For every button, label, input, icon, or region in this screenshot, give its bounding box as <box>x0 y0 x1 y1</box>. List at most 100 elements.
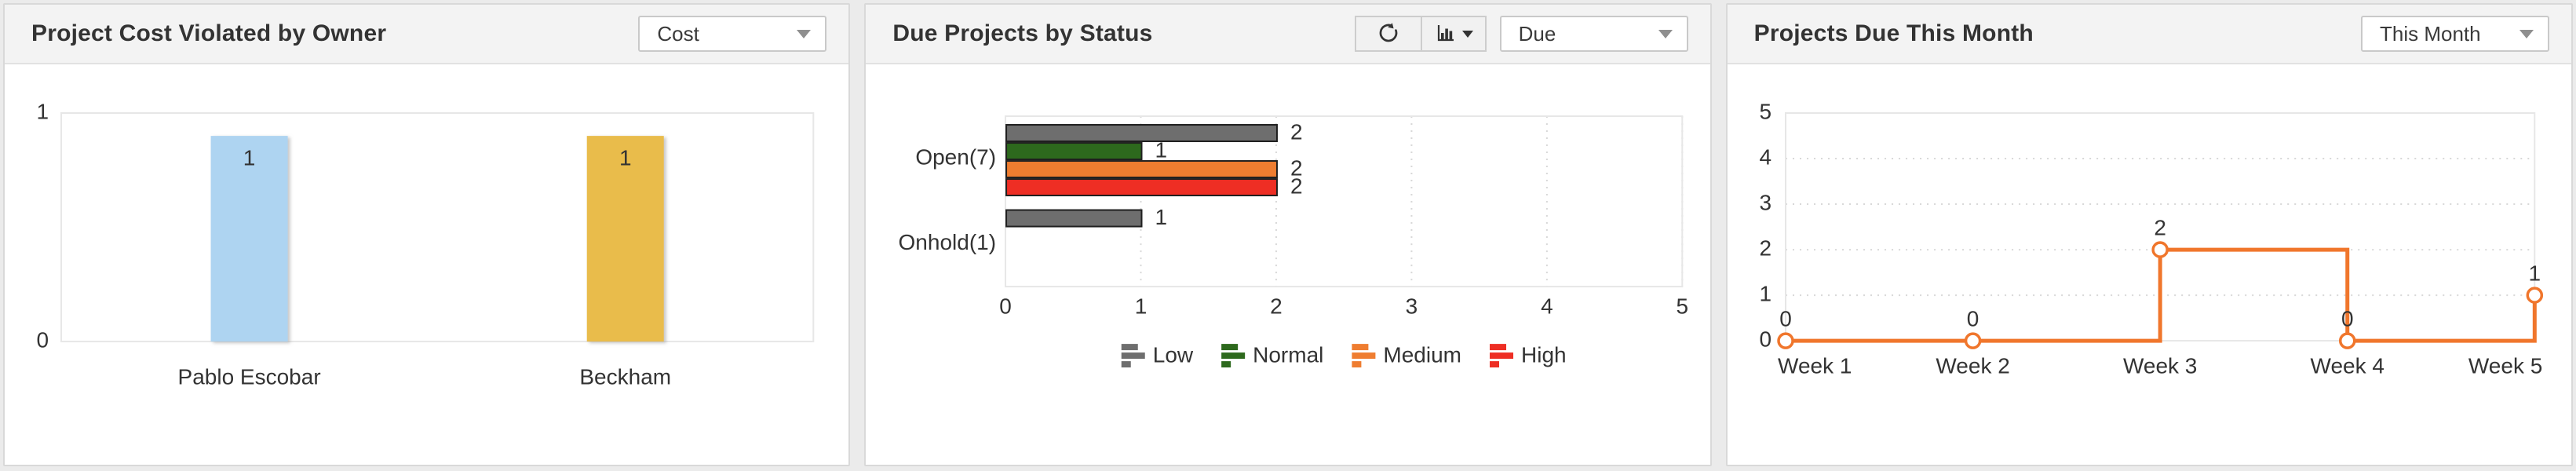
y-tick-label: 1 <box>36 99 49 123</box>
y-tick-label: 4 <box>1759 144 1771 169</box>
point-value-label: 0 <box>1779 306 1792 330</box>
plot-border <box>60 112 815 343</box>
bar-pablo-escobar[interactable] <box>210 136 288 342</box>
dropdown-selected-value: Cost <box>657 21 699 46</box>
x-tick-label: Week 2 <box>1936 353 2009 378</box>
legend-label: Medium <box>1384 342 1462 367</box>
bar-value-label: 2 <box>1290 119 1303 144</box>
chart-toolbar <box>1354 16 1487 52</box>
legend-item-medium[interactable]: Medium <box>1352 342 1462 368</box>
refresh-icon <box>1377 21 1400 47</box>
x-tick-label: 5 <box>1677 294 1689 318</box>
widget-controls: This Month <box>2360 16 2549 52</box>
widget-controls: Due <box>1354 16 1688 52</box>
bar-open7-high[interactable] <box>1005 178 1279 197</box>
legend-marker <box>1221 344 1239 351</box>
point-value-label: 2 <box>2154 215 2166 239</box>
widget-header: Project Cost Violated by Owner Cost <box>5 5 849 64</box>
chevron-down-icon <box>2519 29 2534 38</box>
y-tick-label: 0 <box>36 327 49 352</box>
legend-marker <box>1352 344 1369 351</box>
data-point-week-1[interactable] <box>1776 332 1794 349</box>
bar-chart-icon <box>1433 21 1457 47</box>
legend-marker <box>1490 352 1514 360</box>
legend-marker <box>1490 344 1507 351</box>
this-month-filter-dropdown[interactable]: This Month <box>2360 16 2549 52</box>
point-value-label: 1 <box>2528 261 2541 285</box>
x-category-label: Pablo Escobar <box>178 365 321 389</box>
y-category-label: Open(7) <box>916 145 997 170</box>
legend: Low Normal Medium High <box>1122 342 1567 368</box>
legend-marker <box>1221 361 1231 368</box>
legend-item-low[interactable]: Low <box>1122 342 1194 368</box>
widget-due-projects-by-status: Due Projects by Status <box>864 3 1712 466</box>
legend-marker <box>1490 361 1500 368</box>
bar-value-label: 1 <box>1155 205 1168 229</box>
x-tick-label: Week 5 <box>2468 353 2542 378</box>
bar-onhold1-low[interactable] <box>1005 209 1143 228</box>
bar-value-label: 2 <box>1290 155 1303 180</box>
bar-value-label: 1 <box>243 146 256 170</box>
chart-area: 0 1 2 3 4 5 Open(7) 2 1 2 2 Onhold(1) 1 Low Normal Medi… <box>866 64 1710 465</box>
legend-label: High <box>1521 342 1567 367</box>
widget-title: Due Projects by Status <box>892 20 1153 46</box>
widget-controls: Cost <box>638 16 827 52</box>
widget-title: Projects Due This Month <box>1753 20 2034 46</box>
legend-label: Low <box>1153 342 1194 367</box>
point-value-label: 0 <box>1966 306 1979 330</box>
legend-marker <box>1221 352 1246 360</box>
chevron-down-icon <box>1658 29 1673 38</box>
x-tick-label: 4 <box>1541 294 1553 318</box>
widget-project-cost-violated-by-owner: Project Cost Violated by Owner Cost 0 1 1 P… <box>3 3 851 466</box>
chart-area: 0 1 1 Pablo Escobar 1 Beckham <box>5 64 849 465</box>
bar-open7-normal[interactable] <box>1005 142 1143 161</box>
bar-open7-low[interactable] <box>1005 124 1279 143</box>
legend-marker <box>1352 361 1362 368</box>
y-tick-label: 0 <box>1759 327 1771 351</box>
y-tick-label: 5 <box>1759 99 1771 123</box>
x-tick-label: 2 <box>1270 294 1283 318</box>
data-point-week-4[interactable] <box>2338 332 2356 349</box>
chart-area: 0 1 2 3 4 5 0 Week 1 0 Week 2 2 Week 3 0 Week 4 1 Week … <box>1727 64 2571 465</box>
legend-label: Normal <box>1253 342 1323 367</box>
x-tick-label: Week 3 <box>2123 353 2197 378</box>
y-tick-label: 1 <box>1759 281 1771 305</box>
chart-type-button[interactable] <box>1420 17 1485 50</box>
bar-value-label: 1 <box>1155 137 1168 162</box>
due-filter-dropdown[interactable]: Due <box>1499 16 1688 52</box>
widget-title: Project Cost Violated by Owner <box>31 20 387 46</box>
x-tick-label: 1 <box>1135 294 1148 318</box>
data-point-week-3[interactable] <box>2151 241 2169 258</box>
legend-item-high[interactable]: High <box>1490 342 1567 368</box>
vertical-bar-chart: 0 1 1 Pablo Escobar 1 Beckham <box>36 99 815 389</box>
dropdown-selected-value: This Month <box>2379 21 2481 46</box>
plot-border <box>1005 115 1684 288</box>
x-category-label: Beckham <box>579 365 671 389</box>
legend-marker <box>1122 352 1146 360</box>
bar-open7-medium[interactable] <box>1005 160 1279 179</box>
bar-value-label: 1 <box>619 146 632 170</box>
data-point-week-2[interactable] <box>1964 332 1982 349</box>
data-point-week-5[interactable] <box>2526 287 2543 304</box>
x-tick-label: 3 <box>1406 294 1418 318</box>
point-value-label: 0 <box>2341 306 2354 330</box>
legend-marker <box>1122 361 1132 368</box>
cost-filter-dropdown[interactable]: Cost <box>638 16 827 52</box>
widget-header: Due Projects by Status <box>866 5 1710 64</box>
dropdown-selected-value: Due <box>1518 21 1556 46</box>
refresh-button[interactable] <box>1356 17 1421 50</box>
bar-beckham[interactable] <box>586 136 664 342</box>
legend-marker <box>1352 352 1376 360</box>
widget-header: Projects Due This Month This Month <box>1727 5 2571 64</box>
x-tick-label: Week 4 <box>2310 353 2384 378</box>
x-tick-label: Week 1 <box>1778 353 1852 378</box>
chevron-down-icon <box>797 29 812 38</box>
chevron-down-icon <box>1462 30 1474 38</box>
legend-item-normal[interactable]: Normal <box>1221 342 1324 368</box>
bar-value-label: 2 <box>1290 173 1303 198</box>
y-category-label: Onhold(1) <box>899 230 997 254</box>
